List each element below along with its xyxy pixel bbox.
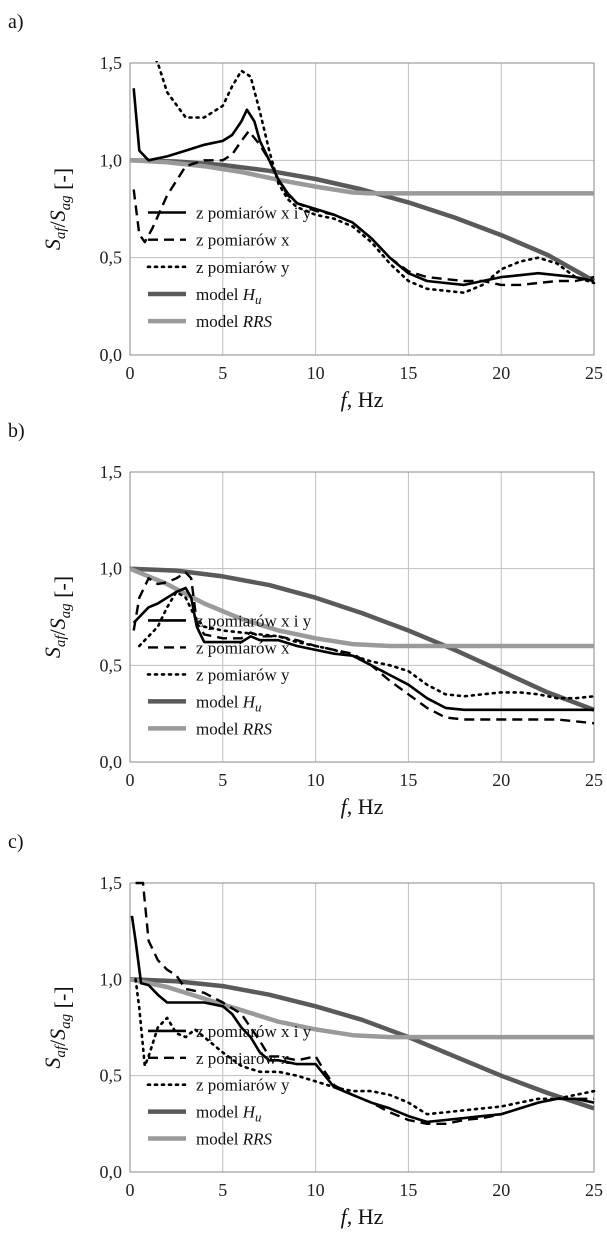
series-line-4 (130, 566, 595, 712)
plot-frame (129, 882, 595, 1173)
x-tick-label: 0 (126, 770, 135, 790)
series-line-5 (130, 158, 594, 196)
plot-frame (129, 62, 595, 356)
panel-label: b) (8, 420, 25, 442)
series-line-2 (135, 881, 594, 1126)
y-axis-title: Saf/Sag [-] (40, 576, 75, 658)
x-tick-label: 15 (399, 1180, 417, 1200)
series-line-5 (130, 977, 594, 1040)
chart-panel-2: b) 0 5 10 15 20 25 0,0 0,5 1,0 1,5 f, Hz Saf/Sag [-]… (8, 420, 603, 819)
y-tick-label: 1,0 (100, 150, 123, 170)
series-line-3 (155, 61, 596, 295)
series-line-1 (130, 915, 595, 1124)
x-tick-label: 25 (585, 363, 603, 383)
legend-label: z pomiarów x i y (196, 611, 312, 630)
x-axis-title: f, Hz (341, 1204, 384, 1229)
legend-label: model RRS (196, 312, 273, 331)
x-tick-label: 20 (492, 363, 510, 383)
x-tick-label: 10 (307, 1180, 325, 1200)
legend-label: model Hu (196, 1103, 262, 1125)
chart-panel-3: c) 0 5 10 15 20 25 0,0 0,5 1,0 1,5 f, Hz Saf/Sag [-]… (8, 831, 603, 1229)
series-line-5 (130, 566, 594, 649)
x-tick-label: 0 (126, 363, 135, 383)
x-tick-label: 25 (585, 1180, 603, 1200)
panel-label: c) (8, 831, 24, 853)
legend-label: z pomiarów x i y (196, 1022, 312, 1041)
x-tick-label: 20 (492, 1180, 510, 1200)
y-axis-title: Saf/Sag [-] (40, 168, 75, 250)
y-tick-label: 1,5 (100, 873, 123, 893)
y-tick-label: 1,0 (100, 559, 123, 579)
x-tick-label: 0 (126, 1180, 135, 1200)
legend-label: z pomiarów x (196, 638, 290, 657)
legend-label: z pomiarów x i y (196, 204, 312, 223)
y-tick-label: 0,5 (100, 655, 123, 675)
y-tick-label: 1,5 (100, 53, 123, 73)
plot-frame (129, 471, 595, 763)
x-tick-label: 10 (307, 363, 325, 383)
x-tick-label: 15 (399, 363, 417, 383)
legend-label: model RRS (196, 719, 273, 738)
y-tick-label: 0,0 (100, 1162, 123, 1182)
y-axis-title: Saf/Sag [-] (40, 986, 75, 1068)
x-tick-label: 15 (399, 770, 417, 790)
y-tick-label: 0,5 (100, 248, 123, 268)
y-tick-label: 0,0 (100, 752, 123, 772)
y-tick-label: 1,0 (100, 969, 123, 989)
x-tick-label: 10 (307, 770, 325, 790)
series-line-1 (132, 88, 595, 287)
legend-label: z pomiarów x (196, 231, 290, 250)
series-line-2 (132, 571, 595, 725)
x-tick-label: 20 (492, 770, 510, 790)
series-line-1 (132, 586, 594, 712)
panel-label: a) (8, 11, 24, 33)
x-tick-label: 5 (218, 1180, 227, 1200)
legend-label: z pomiarów y (196, 258, 290, 277)
x-tick-label: 5 (218, 770, 227, 790)
series-line-3 (134, 977, 596, 1116)
series-line-2 (132, 129, 595, 287)
x-axis-title: f, Hz (341, 794, 384, 819)
legend-label: z pomiarów y (196, 665, 290, 684)
legend-label: model RRS (196, 1129, 273, 1148)
chart-panel-1: a) 0 5 10 15 20 25 0,0 0,5 1,0 1,5 f, Hz Saf/Sag [-]… (8, 11, 603, 412)
y-tick-label: 1,5 (100, 462, 123, 482)
legend-label: z pomiarów x (196, 1049, 290, 1068)
y-tick-label: 0,5 (100, 1066, 123, 1086)
legend-label: model Hu (196, 285, 262, 307)
x-axis-title: f, Hz (341, 387, 384, 412)
x-tick-label: 25 (585, 770, 603, 790)
series-line-3 (138, 590, 596, 700)
series-line-4 (130, 158, 596, 283)
y-tick-label: 0,0 (100, 345, 123, 365)
legend-label: model Hu (196, 692, 262, 714)
x-tick-label: 5 (218, 363, 227, 383)
legend-label: z pomiarów y (196, 1076, 290, 1095)
series-line-4 (130, 977, 595, 1111)
